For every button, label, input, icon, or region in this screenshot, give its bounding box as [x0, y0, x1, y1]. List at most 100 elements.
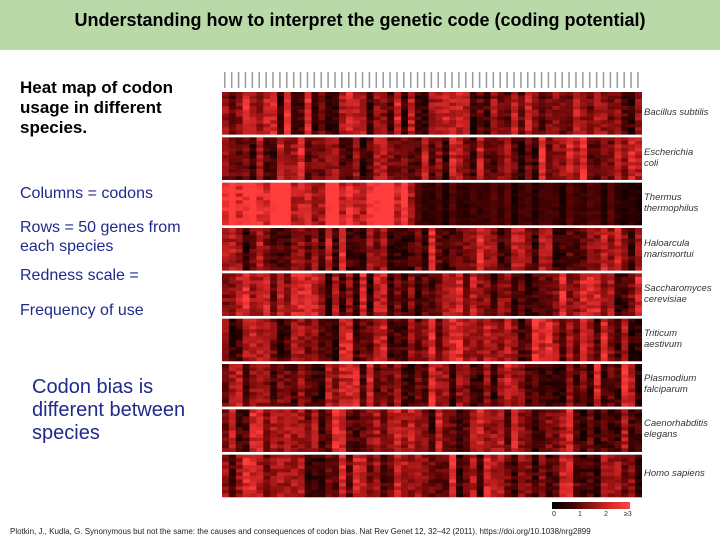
heatmap-cell	[504, 329, 512, 334]
heatmap-cell	[290, 144, 299, 149]
heatmap-cell	[283, 189, 292, 194]
heatmap-cell	[435, 235, 443, 239]
heatmap-cell	[628, 332, 636, 337]
heatmap-cell	[270, 332, 278, 337]
heatmap-cell	[304, 294, 312, 299]
heatmap-cell	[573, 109, 581, 114]
heatmap-cell	[552, 312, 560, 316]
heatmap-cell	[373, 329, 381, 334]
heatmap-cell	[352, 147, 361, 152]
heatmap-cell	[263, 350, 271, 355]
heatmap-cell	[359, 116, 367, 121]
heatmap-cell	[263, 290, 271, 295]
heatmap-cell	[270, 238, 278, 243]
heatmap-cell	[318, 228, 326, 232]
heatmap-cell	[222, 294, 230, 299]
heatmap-cell	[497, 346, 505, 351]
heatmap-cell	[628, 151, 636, 156]
codon-heatmap-figure	[222, 70, 642, 500]
heatmap-cell	[442, 329, 450, 334]
heatmap-cell	[366, 312, 374, 316]
heatmap-cell	[483, 231, 491, 236]
heatmap-cell	[401, 249, 409, 253]
heatmap-cell	[387, 290, 395, 295]
heatmap-cell	[401, 381, 409, 386]
heatmap-cell	[511, 120, 519, 125]
heatmap-cell	[573, 92, 581, 96]
heatmap-cell	[511, 169, 519, 173]
heatmap-cell	[621, 217, 629, 222]
heatmap-cell	[628, 231, 636, 236]
heatmap-cell	[531, 228, 540, 232]
heatmap-cell	[469, 332, 478, 337]
heatmap-cell	[345, 276, 354, 281]
heatmap-cell	[524, 332, 533, 337]
heatmap-cell	[407, 186, 416, 191]
heatmap-cell	[304, 238, 312, 243]
heatmap-cell	[366, 120, 374, 125]
heatmap-cell	[401, 127, 409, 132]
heatmap-cell	[256, 343, 264, 348]
heatmap-cell	[242, 336, 250, 341]
heatmap-cell	[311, 221, 319, 226]
heatmap-cell	[414, 325, 422, 330]
heatmap-cell	[325, 116, 333, 121]
heatmap-cell	[283, 290, 292, 295]
heatmap-cell	[449, 343, 457, 348]
heatmap-cell	[628, 221, 636, 226]
heatmap-cell	[504, 127, 512, 132]
heatmap-cell	[283, 301, 292, 306]
heatmap-cell	[277, 144, 285, 149]
heatmap-cell	[304, 381, 312, 386]
heatmap-cell	[593, 109, 601, 114]
heatmap-cell	[414, 120, 422, 125]
heatmap-cell	[428, 263, 436, 268]
heatmap-cell	[593, 339, 601, 344]
heatmap-cell	[566, 259, 574, 264]
heatmap-cell	[635, 172, 642, 177]
heatmap-cell	[394, 242, 402, 246]
heatmap-cell	[401, 231, 409, 236]
heatmap-cell	[476, 169, 484, 173]
heatmap-cell	[318, 256, 326, 261]
heatmap-cell	[421, 388, 429, 393]
heatmap-cell	[401, 308, 409, 313]
heatmap-cell	[380, 221, 388, 226]
heatmap-cell	[256, 113, 264, 117]
heatmap-cell	[497, 353, 505, 358]
heatmap-cell	[531, 283, 540, 288]
heatmap-cell	[524, 144, 533, 149]
heatmap-cell	[456, 99, 464, 103]
heatmap-cell	[277, 137, 285, 142]
heatmap-cell	[635, 350, 642, 355]
heatmap-cell	[407, 388, 416, 393]
heatmap-cell	[628, 256, 636, 261]
heatmap-cell	[407, 336, 416, 341]
heatmap-cell	[387, 99, 395, 103]
heatmap-cell	[593, 221, 601, 226]
heatmap-cell	[428, 280, 436, 285]
heatmap-cell	[607, 196, 615, 201]
heatmap-cell	[628, 99, 636, 103]
heatmap-cell	[580, 385, 588, 389]
heatmap-cell	[256, 329, 264, 334]
heatmap-cell	[518, 165, 526, 170]
heatmap-cell	[518, 256, 526, 261]
heatmap-cell	[566, 140, 574, 145]
heatmap-cell	[435, 123, 443, 128]
heatmap-cell	[469, 312, 478, 316]
heatmap-cell	[628, 154, 636, 159]
heatmap-cell	[345, 308, 354, 313]
heatmap-cell	[511, 113, 519, 117]
heatmap-cell	[277, 381, 285, 386]
heatmap-cell	[290, 116, 299, 121]
heatmap-cell	[401, 186, 409, 191]
heatmap-cell	[490, 235, 498, 239]
heatmap-cell	[407, 245, 416, 250]
heatmap-cell	[242, 294, 250, 299]
heatmap-cell	[380, 245, 388, 250]
heatmap-cell	[456, 367, 464, 372]
heatmap-cell	[407, 263, 416, 268]
codon-label-mark	[637, 72, 639, 88]
heatmap-cell	[352, 231, 361, 236]
